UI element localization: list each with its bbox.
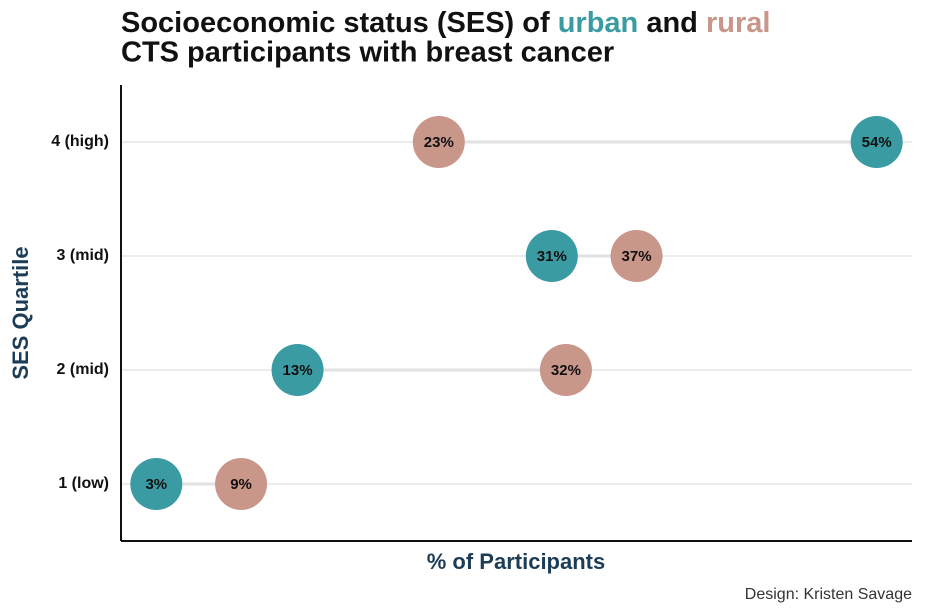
- title-urban: urban: [558, 7, 639, 39]
- title-prefix: Socioeconomic status (SES) of: [121, 7, 550, 39]
- plot-area: 1 (low) 2 (mid) 3 (mid) 4 (high) 3% 9% 13% 32% 3…: [51, 85, 912, 542]
- x-axis-label: % of Participants: [427, 549, 605, 574]
- dot: [539, 344, 592, 396]
- chart-title-line2: CTS participants with breast cancer: [121, 37, 614, 69]
- data-label: 54%: [862, 134, 892, 151]
- dot: [412, 116, 465, 168]
- y-tick-label: 2 (mid): [57, 361, 109, 378]
- dot: [130, 458, 183, 510]
- caption: Design: Kristen Savage: [745, 586, 912, 603]
- data-label: 32%: [551, 362, 581, 379]
- dot: [215, 458, 268, 510]
- data-label: 31%: [537, 248, 567, 265]
- y-tick-label: 4 (high): [51, 133, 109, 150]
- dot: [525, 230, 578, 282]
- y-tick-label: 3 (mid): [57, 247, 109, 264]
- y-tick-label: 1 (low): [58, 475, 109, 492]
- dot: [271, 344, 324, 396]
- dot: [850, 116, 903, 168]
- chart-title: Socioeconomic status (SES) of urban and …: [121, 7, 770, 39]
- data-label: 9%: [230, 476, 252, 493]
- data-label: 23%: [424, 134, 454, 151]
- title-joiner: and: [646, 7, 698, 39]
- title-rural: rural: [706, 7, 770, 39]
- y-axis-label: SES Quartile: [8, 246, 33, 379]
- dot: [610, 230, 663, 282]
- data-label: 3%: [145, 476, 167, 493]
- data-label: 13%: [283, 362, 313, 379]
- data-label: 37%: [622, 248, 652, 265]
